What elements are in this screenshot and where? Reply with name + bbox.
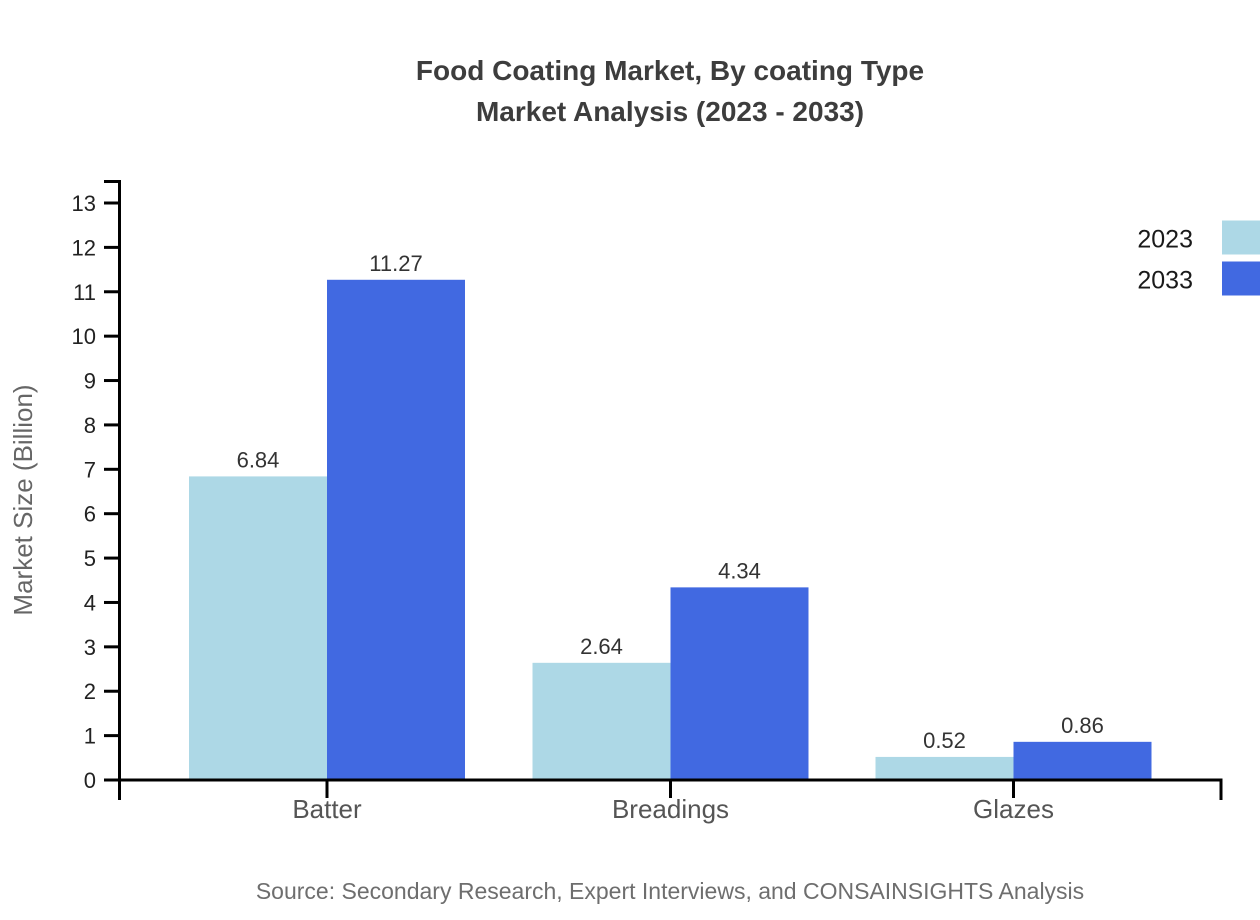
bar-breadings-2023 (532, 662, 671, 780)
x-tick-label-breadings: Breadings (612, 794, 729, 824)
bar-batter-2023 (189, 476, 327, 780)
value-label-batter-2033: 11.27 (369, 251, 422, 276)
y-tick-label-1: 1 (84, 724, 96, 749)
chart-title-line2: Market Analysis (2023 - 2033) (476, 96, 864, 127)
bar-glazes-2023 (875, 756, 1014, 780)
value-label-glazes-2033: 0.86 (1061, 713, 1104, 738)
y-tick-label-12: 12 (72, 235, 96, 260)
bar-glazes-2033 (1013, 741, 1152, 780)
y-tick-label-2: 2 (84, 679, 96, 704)
source-note: Source: Secondary Research, Expert Inter… (256, 878, 1084, 904)
chart-title-line1: Food Coating Market, By coating Type (416, 55, 924, 86)
legend-label-2033: 2033 (1137, 267, 1193, 295)
y-tick-label-13: 13 (72, 191, 96, 216)
y-tick-label-6: 6 (84, 502, 96, 527)
y-axis-line (104, 180, 121, 800)
bar-breadings-2033 (670, 587, 809, 780)
y-tick-label-0: 0 (84, 768, 96, 793)
y-tick-label-11: 11 (73, 280, 96, 305)
x-axis-line (104, 778, 1223, 800)
bar-batter-2033 (327, 279, 465, 780)
value-label-glazes-2023: 0.52 (923, 728, 966, 753)
x-tick-label-batter: Batter (292, 794, 362, 824)
legend-swatch-2033 (1222, 261, 1260, 296)
y-tick-label-10: 10 (72, 324, 96, 349)
y-tick-label-4: 4 (84, 590, 96, 615)
legend-label-2023: 2023 (1137, 226, 1193, 254)
y-tick-label-5: 5 (84, 546, 96, 571)
plot-area: 6.84 11.27 Batter 2.64 4.34 Breadings 0.52 0.86… (72, 180, 1260, 824)
y-tick-label-9: 9 (84, 369, 96, 394)
x-tick-label-glazes: Glazes (973, 794, 1054, 824)
y-tick-label-8: 8 (84, 413, 96, 438)
value-label-batter-2023: 6.84 (237, 447, 280, 472)
y-axis-title: Market Size (Billion) (8, 384, 38, 615)
y-tick-label-3: 3 (84, 635, 96, 660)
y-tick-label-7: 7 (84, 457, 96, 482)
value-label-breadings-2023: 2.64 (580, 634, 623, 659)
legend-swatch-2023 (1222, 220, 1260, 255)
value-label-breadings-2033: 4.34 (718, 558, 761, 583)
